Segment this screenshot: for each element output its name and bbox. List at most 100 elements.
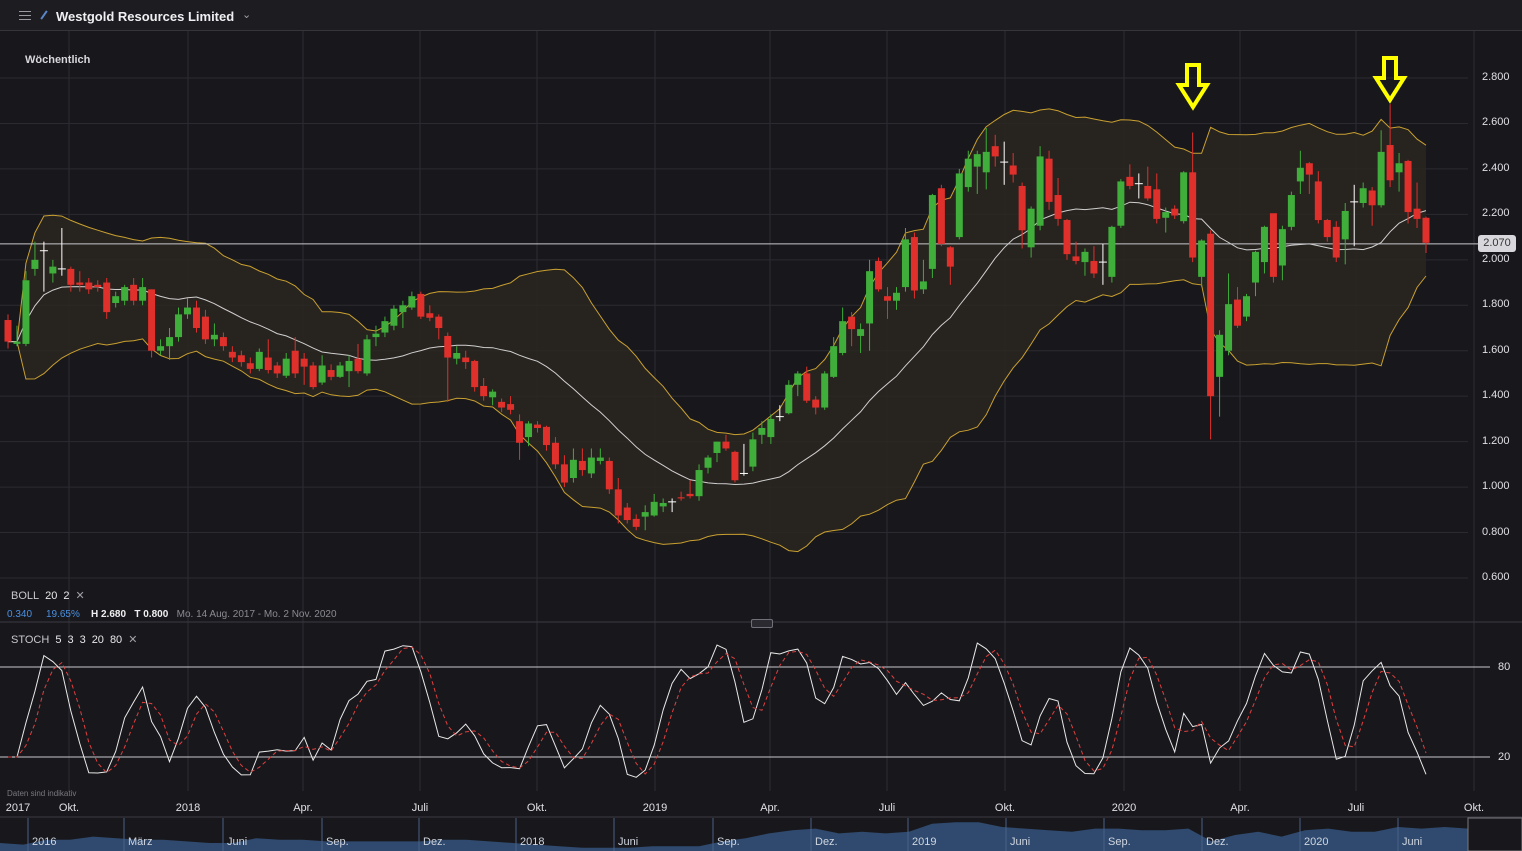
candle-body: [525, 423, 533, 438]
price-chart[interactable]: [0, 31, 1522, 851]
candle-body: [309, 365, 317, 388]
candle-body: [408, 296, 416, 308]
candle-body: [1278, 229, 1286, 266]
navigator-label: Dez.: [1206, 836, 1229, 848]
candle-body: [192, 307, 200, 328]
panel-resize-handle[interactable]: [751, 619, 773, 628]
y-tick-label: 2.800: [1482, 71, 1510, 83]
candle-body: [201, 316, 209, 340]
candle-body: [381, 321, 389, 333]
candle-body: [695, 470, 703, 497]
candle-body: [1243, 296, 1251, 317]
candle-body: [435, 316, 443, 328]
stoch-k-line: [8, 642, 1427, 778]
x-tick-label: Okt.: [526, 802, 548, 814]
navigator-label: 2020: [1304, 836, 1329, 848]
chevron-down-icon[interactable]: ⌄: [242, 9, 252, 21]
candle-body: [228, 351, 236, 358]
candle-body: [1216, 334, 1224, 377]
candle-body: [1018, 185, 1026, 231]
navigator-area: [0, 822, 1468, 851]
candle-body: [4, 320, 12, 342]
candle-body: [551, 442, 559, 465]
navigator-label: Juni: [1402, 836, 1423, 848]
candle-body: [641, 512, 649, 517]
candle-body: [650, 501, 658, 516]
candle-body: [300, 358, 308, 367]
x-tick-label: Okt.: [58, 802, 80, 814]
candle-body: [246, 363, 254, 369]
candle-body: [578, 460, 586, 471]
candle-body: [166, 337, 174, 347]
remove-stoch-icon[interactable]: ✕: [128, 634, 138, 646]
hamburger-icon[interactable]: [19, 11, 31, 20]
navigator-window-handle: [1467, 817, 1522, 851]
candle-body: [255, 351, 263, 369]
bollinger-upper-line: [8, 108, 1427, 436]
stoch-name: STOCH: [11, 634, 50, 646]
candle-body: [848, 316, 856, 330]
candle-body: [291, 350, 299, 374]
candle-body: [67, 268, 75, 285]
candle-body: [632, 518, 640, 527]
candle-body: [282, 358, 290, 376]
candle-body: [866, 271, 874, 324]
candle-body: [1314, 181, 1322, 221]
y-tick-label: 1.400: [1482, 389, 1510, 402]
candle-body: [210, 334, 218, 340]
candle-body: [327, 370, 335, 377]
navigator-label: Sep.: [717, 836, 740, 848]
boll-name: BOLL: [11, 590, 40, 602]
candle-body: [175, 314, 183, 338]
candle-body: [1117, 181, 1125, 226]
navigator-label: Juni: [1010, 836, 1031, 848]
y-tick-label: 2.000: [1482, 252, 1510, 265]
candle-body: [1198, 240, 1206, 277]
candle-body: [498, 401, 506, 408]
y-tick-label: 0.600: [1482, 570, 1510, 583]
remove-boll-icon[interactable]: ✕: [75, 590, 85, 602]
candle-body: [587, 457, 595, 474]
candle-body: [1081, 251, 1089, 263]
candle-body: [516, 421, 524, 443]
period-label: Wöchentlich: [25, 54, 91, 66]
candle-body: [345, 360, 353, 372]
candle-body: [919, 281, 927, 290]
instrument-title[interactable]: Westgold Resources Limited: [56, 9, 235, 24]
candle-body: [946, 247, 954, 267]
date-range: Mo. 14 Aug. 2017 - Mo. 2 Nov. 2020: [176, 609, 337, 620]
candle-body: [875, 260, 883, 290]
candle-body: [354, 358, 362, 372]
down-arrow-icon: [1175, 63, 1211, 111]
candle-body: [821, 373, 829, 408]
x-tick-label: Apr.: [293, 802, 313, 814]
pen-icon[interactable]: [40, 10, 48, 20]
candle-body: [1395, 163, 1403, 173]
candle-body: [1413, 208, 1421, 219]
candle-body: [812, 399, 820, 408]
candle-body: [103, 282, 111, 313]
x-tick-label: Juli: [411, 802, 429, 814]
stoch-param: 20: [91, 634, 104, 646]
candle-body: [1368, 190, 1376, 206]
candle-body: [157, 346, 165, 351]
current-price-label: 2.070: [1478, 235, 1516, 252]
candle-body: [892, 292, 900, 301]
candle-body: [49, 266, 57, 274]
header: Westgold Resources Limited ⌄: [0, 0, 1522, 31]
candle-body: [857, 329, 865, 336]
low-value: T 0.800: [134, 609, 169, 620]
candle-body: [1180, 172, 1188, 222]
candle-body: [1296, 167, 1304, 182]
y-tick-label: 1.000: [1482, 480, 1510, 493]
y-tick-label: 2.400: [1482, 161, 1510, 174]
candle-body: [85, 282, 93, 290]
candle-body: [1269, 213, 1277, 277]
x-tick-label: 2019: [642, 802, 668, 814]
candle-body: [785, 384, 793, 414]
navigator-label: Dez.: [423, 836, 446, 848]
candle-body: [219, 337, 227, 347]
candle-body: [884, 296, 892, 301]
candle-body: [363, 339, 371, 374]
candle-body: [964, 158, 972, 188]
